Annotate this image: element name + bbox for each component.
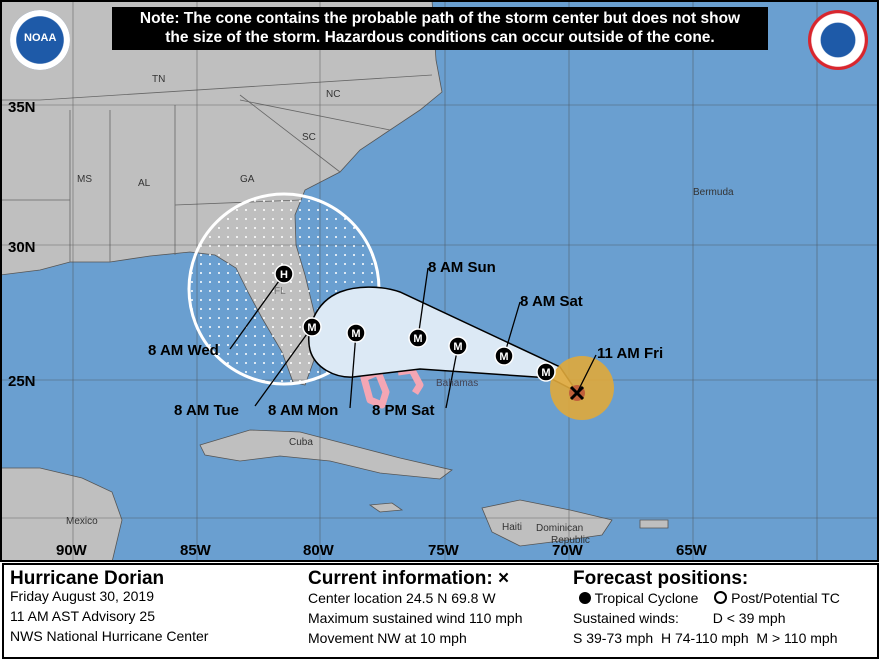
lon-70w: 70W xyxy=(552,542,584,559)
lon-75w: 75W xyxy=(428,542,460,559)
current-info-title: Current information: × xyxy=(308,568,510,589)
label-ms: MS xyxy=(77,174,92,185)
track-point-6 xyxy=(536,362,556,382)
label-fl: FL xyxy=(274,286,286,297)
track-point-symbol: M xyxy=(351,328,360,340)
info-legend: Hurricane Dorian Friday August 30, 2019 … xyxy=(2,563,879,659)
center-location: Center location 24.5 N 69.8 W xyxy=(308,590,496,606)
label-cuba: Cuba xyxy=(289,437,313,448)
lon-65w: 65W xyxy=(676,542,708,559)
filled-circle-icon xyxy=(579,592,591,604)
mexico xyxy=(0,467,123,562)
track-point-symbol: M xyxy=(541,367,550,379)
track-point-2 xyxy=(408,328,428,348)
tropical-cyclone-label: Tropical Cyclone xyxy=(594,590,699,606)
movement: Movement NW at 10 mph xyxy=(308,630,467,646)
storm-name: Hurricane Dorian xyxy=(10,568,165,589)
track-point-symbol: M xyxy=(307,322,316,334)
label-bermuda: Bermuda xyxy=(693,187,734,198)
label-nc: NC xyxy=(326,89,340,100)
label-al: AL xyxy=(138,178,151,189)
puerto-rico xyxy=(639,519,669,529)
track-point-symbol: H xyxy=(280,269,288,281)
wind-m: M > 110 mph xyxy=(756,630,838,646)
wind-h: H 74-110 mph xyxy=(660,630,749,646)
track-point-symbol: M xyxy=(453,341,462,353)
lat-35n: 35N xyxy=(8,99,36,116)
track-point-4 xyxy=(302,317,322,337)
label-tn: TN xyxy=(152,74,165,85)
label-ga: GA xyxy=(240,174,255,185)
label-8am-tue: 8 AM Tue xyxy=(174,402,239,419)
cone-note-banner: Note: The cone contains the probable pat… xyxy=(112,7,768,50)
cuba xyxy=(199,429,453,480)
track-point-1 xyxy=(448,336,468,356)
label-bahamas: Bahamas xyxy=(436,378,478,389)
forecast-track: M M M M M H M xyxy=(274,264,556,382)
lat-25n: 25N xyxy=(8,373,36,390)
lon-80w: 80W xyxy=(303,542,335,559)
label-8am-wed: 8 AM Wed xyxy=(148,342,219,359)
hispaniola xyxy=(481,499,613,547)
track-point-3 xyxy=(346,323,366,343)
lat-30n: 30N xyxy=(8,239,36,256)
label-8am-sat: 8 AM Sat xyxy=(520,293,583,310)
open-circle-icon xyxy=(714,591,728,604)
label-8am-sun: 8 AM Sun xyxy=(428,259,496,276)
note-line-2: the size of the storm. Hazardous conditi… xyxy=(165,29,715,46)
forecast-map: M M M M M H M 11 AM Fri 8 AM Sat 8 PM Sat 8 AM… xyxy=(0,0,879,562)
advisory: 11 AM AST Advisory 25 xyxy=(10,608,156,624)
leader-lines xyxy=(229,267,597,409)
label-sc: SC xyxy=(302,132,316,143)
wind-d: D < 39 mph xyxy=(712,610,786,626)
forecast-positions-title: Forecast positions: xyxy=(573,568,749,589)
label-11am-fri: 11 AM Fri xyxy=(597,345,663,362)
storm-date: Friday August 30, 2019 xyxy=(10,588,154,604)
graticule xyxy=(0,0,879,562)
nws-logo xyxy=(808,10,868,70)
note-line-1: Note: The cone contains the probable pat… xyxy=(139,10,741,27)
current-position-x-icon xyxy=(569,385,585,401)
source: NWS National Hurricane Center xyxy=(10,628,209,644)
track-point-0 xyxy=(494,346,514,366)
lon-85w: 85W xyxy=(180,542,212,559)
post-tc-label: Post/Potential TC xyxy=(731,590,840,606)
noaa-logo: NOAA xyxy=(10,10,70,70)
track-point-symbol: M xyxy=(499,351,508,363)
track-point-5 xyxy=(274,264,294,284)
label-8pm-sat: 8 PM Sat xyxy=(372,402,435,419)
max-wind: Maximum sustained wind 110 mph xyxy=(308,610,523,626)
sustained-winds-label: Sustained winds: xyxy=(573,610,679,626)
jamaica xyxy=(368,502,404,513)
lon-90w: 90W xyxy=(56,542,88,559)
label-mexico: Mexico xyxy=(66,516,98,527)
label-8am-mon: 8 AM Mon xyxy=(268,402,338,419)
label-republic: Republic xyxy=(551,535,590,546)
track-point-symbol: M xyxy=(413,333,422,345)
label-haiti: Haiti xyxy=(502,522,522,533)
label-dominican: Dominican xyxy=(536,523,583,534)
wind-s: S 39-73 mph xyxy=(573,630,654,646)
